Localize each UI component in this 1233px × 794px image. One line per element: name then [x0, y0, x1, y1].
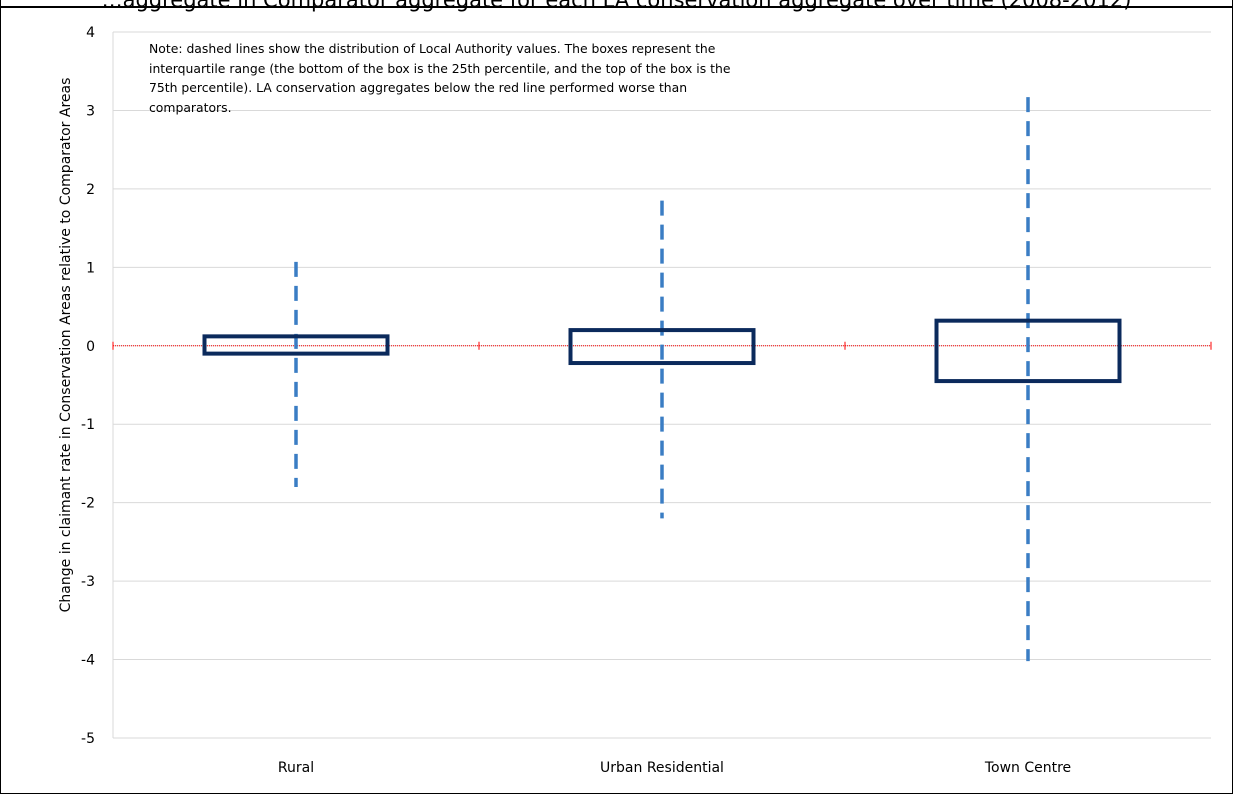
- y-tick-label: -3: [81, 574, 95, 590]
- y-tick-label: -1: [81, 417, 95, 433]
- y-tick-label: -5: [81, 731, 95, 747]
- y-tick-label: -4: [81, 653, 95, 669]
- y-axis: 4 3 2 1 0 -1 -2 -3 -4 -5: [81, 25, 114, 747]
- y-tick-label: 1: [86, 260, 95, 276]
- chart-note: Note: dashed lines show the distribution…: [149, 41, 731, 115]
- y-tick-label: 2: [86, 182, 95, 198]
- y-axis-label: Change in claimant rate in Conservation …: [58, 78, 74, 613]
- box-group: [934, 97, 1122, 662]
- x-tick-label: Rural: [278, 760, 314, 776]
- y-tick-label: -2: [81, 496, 95, 512]
- x-axis: Rural Urban Residential Town Centre: [278, 760, 1071, 776]
- gridlines: [113, 31, 1211, 739]
- boxes: [202, 97, 1122, 662]
- y-tick-label: 3: [86, 103, 95, 119]
- x-tick-label: Urban Residential: [600, 760, 724, 776]
- y-tick-label: 4: [86, 25, 95, 41]
- iqr-box: [568, 328, 756, 366]
- box-group: [202, 261, 390, 487]
- x-tick-label: Town Centre: [984, 760, 1071, 776]
- y-tick-label: 0: [86, 339, 95, 355]
- iqr-box: [934, 318, 1122, 384]
- box-group: [568, 200, 756, 519]
- iqr-box: [202, 334, 390, 356]
- title-rule: [0, 6, 1233, 8]
